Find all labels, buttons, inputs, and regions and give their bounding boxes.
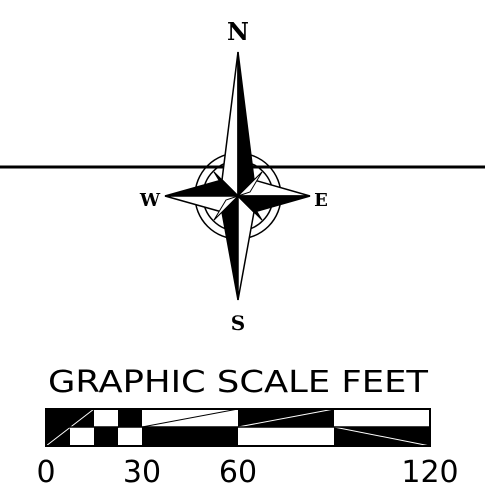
south-label: S [231,311,245,335]
east-label: E [314,190,328,211]
scale-tick-label: 30 [123,455,161,489]
scale-bar [45,408,431,447]
west-label: W [139,190,161,211]
graphic-scale: GRAPHIC SCALE FEET [36,365,458,489]
scale-tick-label: 0 [36,455,55,489]
scale-title: GRAPHIC SCALE FEET [48,365,429,400]
scale-tick-label: 120 [401,455,458,489]
scale-tick-label: 60 [219,455,257,489]
north-label: N [227,17,249,46]
intercardinal-points [213,171,263,221]
compass-rose: N S E W [139,17,328,335]
south-point [221,194,255,301]
north-point [221,51,255,198]
